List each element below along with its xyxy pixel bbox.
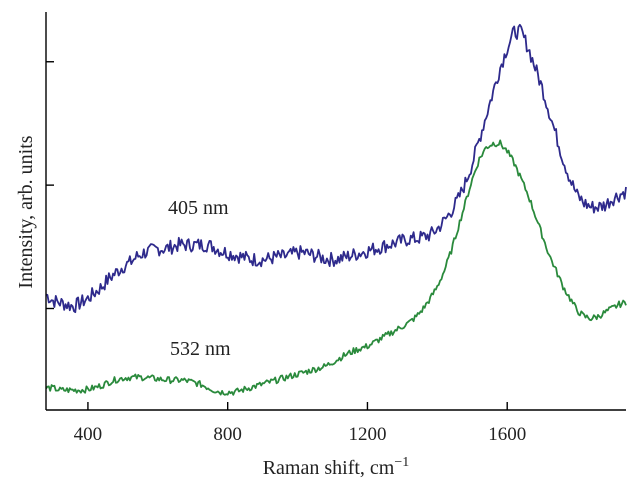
x-axis-title-superscript: −1	[394, 455, 409, 470]
series-lines	[45, 23, 627, 396]
x-tick-label: 800	[213, 424, 242, 445]
series-line-405nm	[45, 23, 627, 314]
x-tick-label: 400	[74, 424, 103, 445]
x-tick-label: 1600	[488, 424, 526, 445]
x-axis-title: Raman shift, cm−1	[263, 455, 410, 479]
y-axis-title: Intensity, arb. units	[15, 135, 37, 288]
annotation-405nm: 405 nm	[168, 197, 229, 219]
x-axis-title-main: Raman shift, cm	[263, 457, 395, 479]
annotation-532nm: 532 nm	[170, 338, 231, 360]
ticks: 400 800 1200 1600	[46, 61, 526, 445]
series-line-532nm	[45, 139, 627, 396]
axes	[45, 12, 626, 411]
x-tick-label: 1200	[348, 424, 386, 445]
